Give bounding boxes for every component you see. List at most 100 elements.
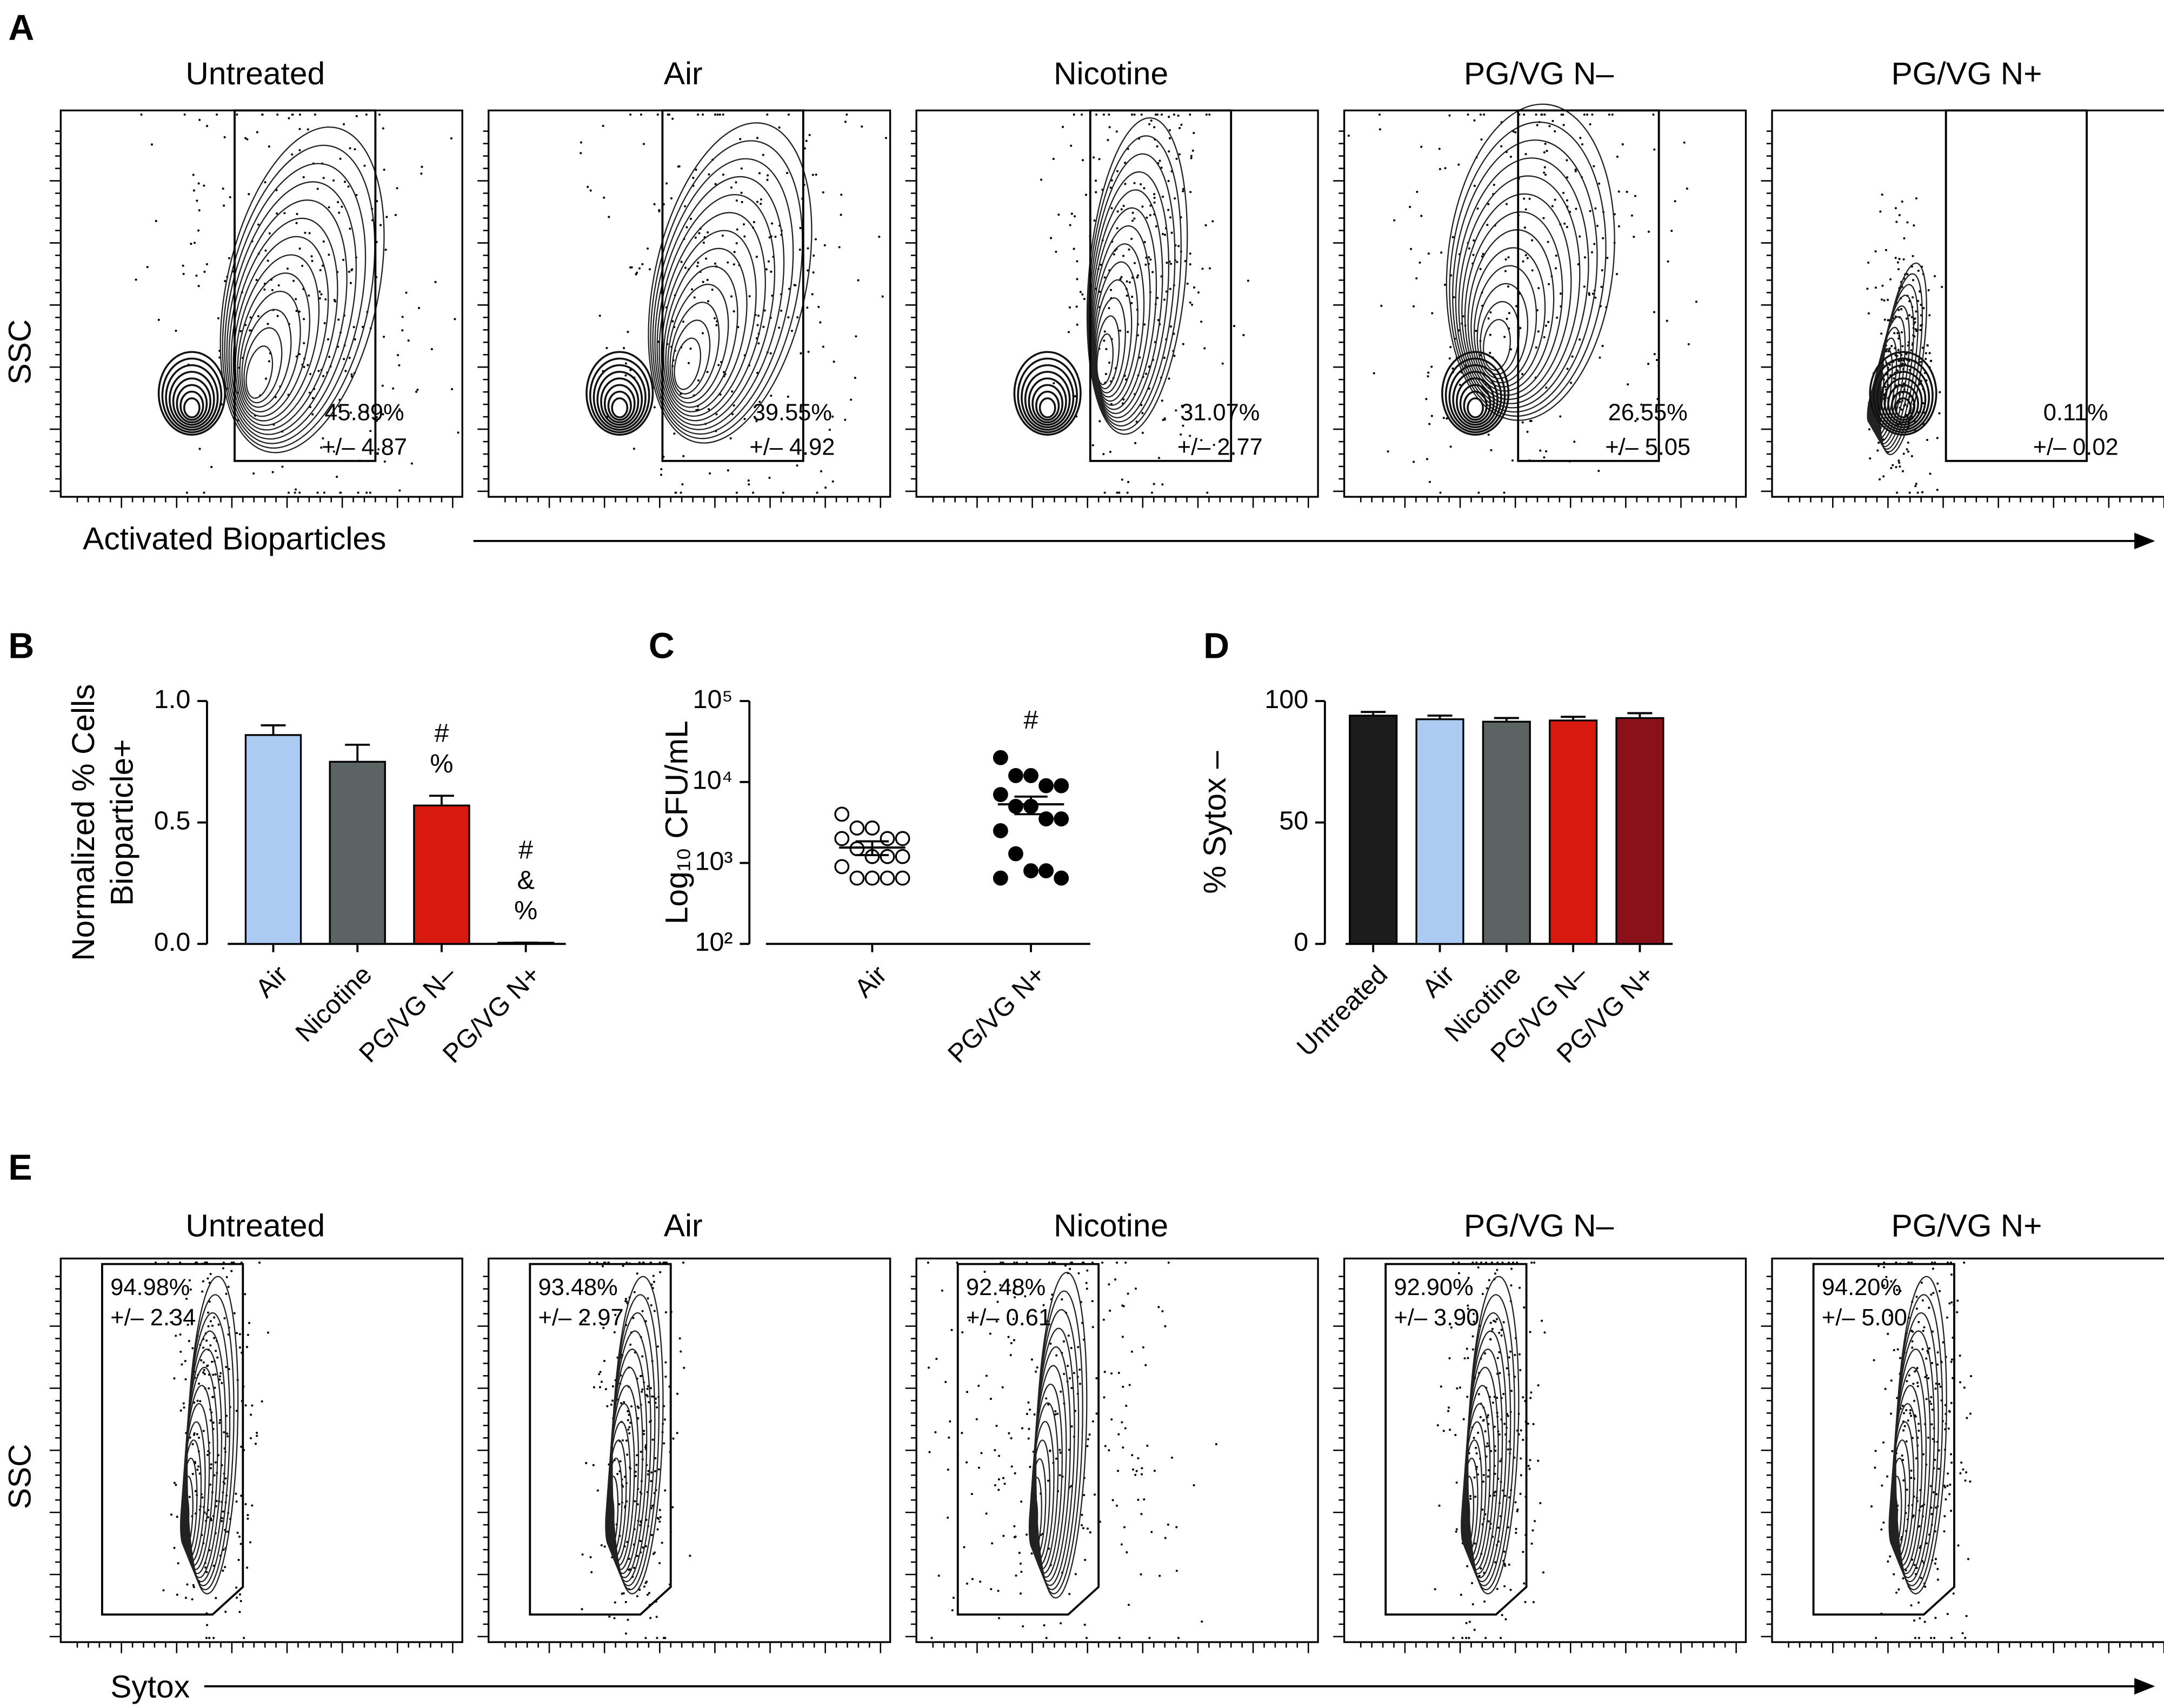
event-dot — [1409, 205, 1411, 208]
gate-error: +/– 2.34 — [110, 1305, 196, 1331]
event-dot — [647, 1473, 649, 1476]
event-dot — [1647, 363, 1650, 365]
event-dot — [1109, 451, 1111, 453]
event-dot — [1133, 113, 1136, 116]
event-dot — [721, 234, 724, 237]
event-dot — [698, 232, 701, 235]
event-dot — [1521, 421, 1524, 424]
event-dot — [1473, 1437, 1475, 1439]
event-dot — [1148, 123, 1151, 125]
event-dot — [1108, 307, 1110, 310]
event-dot — [747, 479, 750, 482]
event-dot — [1527, 1422, 1529, 1425]
event-dot — [1213, 444, 1215, 446]
event-dot — [303, 365, 305, 369]
event-dot — [1134, 442, 1137, 444]
event-dot — [1153, 201, 1156, 204]
event-dot — [1883, 299, 1886, 302]
event-dot — [1916, 1366, 1919, 1370]
event-dot — [1508, 1563, 1510, 1566]
event-dot — [1908, 491, 1911, 494]
event-dot — [966, 1582, 969, 1585]
event-dot — [276, 315, 279, 317]
event-dot — [1508, 1356, 1510, 1359]
event-dot — [790, 330, 793, 332]
contour — [1894, 397, 1912, 418]
event-dot — [1175, 1570, 1178, 1572]
contour — [245, 345, 274, 399]
event-dot — [197, 229, 200, 232]
event-dot — [680, 1350, 682, 1353]
event-dot — [722, 113, 724, 116]
event-dot — [1136, 274, 1140, 277]
event-dot — [1145, 372, 1148, 375]
event-dot — [1544, 324, 1547, 327]
event-dot — [1510, 1267, 1513, 1270]
event-dot — [1522, 1396, 1524, 1399]
event-dot — [1457, 1272, 1461, 1275]
event-dot — [249, 316, 252, 319]
event-dot — [1454, 1433, 1457, 1436]
event-dot — [1930, 1396, 1933, 1398]
event-dot — [634, 1500, 636, 1503]
event-dot — [1934, 1458, 1936, 1461]
event-dot — [623, 1401, 625, 1404]
event-dot — [1588, 292, 1590, 295]
event-dot — [1108, 361, 1111, 364]
event-dot — [1555, 267, 1557, 270]
event-dot — [1950, 1360, 1953, 1363]
event-dot — [1914, 1637, 1916, 1639]
event-dot — [1130, 237, 1133, 240]
event-dot — [1890, 1379, 1893, 1382]
event-dot — [930, 1637, 933, 1639]
event-dot — [298, 353, 301, 356]
event-dot — [1081, 293, 1084, 296]
event-dot — [1008, 1284, 1010, 1286]
event-dot — [217, 1323, 220, 1326]
event-dot — [823, 244, 826, 246]
event-dot — [1141, 205, 1144, 208]
contour — [1013, 351, 1082, 436]
event-dot — [1166, 262, 1168, 264]
event-dot — [658, 1562, 661, 1565]
event-dot — [1906, 448, 1908, 451]
event-dot — [1618, 452, 1621, 455]
event-dot — [1520, 1474, 1522, 1477]
event-dot — [1478, 1574, 1481, 1577]
y-tick-label: 10⁵ — [693, 685, 733, 714]
y-axis-label: % Sytox – — [1197, 751, 1233, 894]
contour — [605, 1493, 615, 1546]
event-dot — [217, 317, 219, 319]
contour — [1017, 357, 1078, 433]
event-dot — [757, 315, 760, 317]
event-dot — [1091, 1300, 1094, 1303]
annotation: & — [517, 866, 534, 895]
contour-plot — [1333, 1257, 1747, 1653]
event-dot — [800, 352, 802, 355]
event-dot — [238, 1346, 241, 1349]
event-dot — [585, 1462, 588, 1464]
event-dot — [1633, 236, 1635, 238]
event-dot — [657, 1518, 660, 1520]
event-dot — [343, 358, 345, 361]
gate — [1517, 109, 1660, 462]
contour — [650, 140, 803, 439]
event-dot — [989, 1398, 992, 1400]
event-dot — [1911, 1346, 1914, 1349]
event-dot — [1109, 186, 1112, 189]
event-dot — [203, 270, 206, 273]
event-dot — [188, 1340, 190, 1343]
event-dot — [985, 1375, 988, 1377]
event-dot — [1140, 1513, 1143, 1516]
event-dot — [1193, 132, 1195, 135]
event-dot — [267, 1331, 269, 1334]
event-dot — [304, 231, 307, 234]
event-dot — [603, 1359, 606, 1362]
event-dot — [636, 1454, 638, 1457]
bar — [244, 734, 302, 945]
event-dot — [1530, 1391, 1533, 1394]
event-dot — [1899, 465, 1901, 468]
event-dot — [233, 1312, 236, 1315]
event-dot — [1873, 1359, 1875, 1362]
event-dot — [1115, 1504, 1118, 1507]
